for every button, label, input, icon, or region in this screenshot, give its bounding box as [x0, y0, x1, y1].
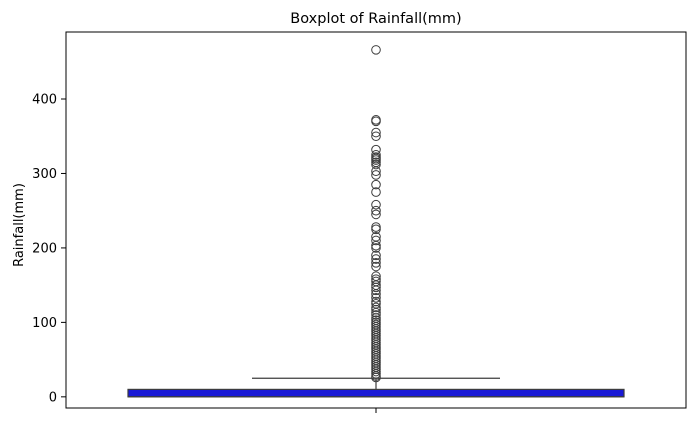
y-tick-label: 100: [32, 316, 57, 331]
outlier-point: [371, 368, 381, 379]
outlier-point: [371, 179, 381, 190]
outlier-point: [371, 243, 381, 253]
outlier-point: [371, 45, 381, 55]
outlier-point: [371, 127, 381, 138]
outlier-point: [371, 250, 381, 261]
outlier-point: [371, 159, 381, 170]
outlier-point: [371, 224, 381, 235]
outlier-point: [371, 209, 381, 220]
outlier-point: [371, 289, 381, 299]
outlier-point: [371, 310, 381, 320]
outlier-point: [371, 199, 381, 210]
y-axis-label: Rainfall(mm): [12, 183, 27, 267]
outlier-point: [371, 285, 381, 296]
outlier-point: [371, 150, 381, 160]
outlier-point: [371, 166, 381, 177]
y-tick-label: 200: [32, 241, 57, 256]
outlier-point: [371, 187, 381, 197]
outlier-point: [371, 131, 381, 142]
outlier-point: [371, 282, 381, 293]
outlier-point: [371, 302, 381, 313]
outlier-point: [371, 254, 381, 264]
box-body: [127, 388, 625, 398]
y-tick-label: 300: [32, 167, 57, 182]
outlier-point: [371, 372, 381, 383]
box-plot: [127, 377, 625, 398]
outlier-point: [371, 205, 381, 216]
outlier-point: [371, 170, 381, 180]
outlier-point: [371, 258, 381, 268]
outlier-point: [371, 235, 381, 246]
outlier-point: [371, 116, 381, 127]
y-tick-label: 0: [49, 390, 57, 405]
outlier-point: [371, 366, 381, 377]
y-axis: 0 100 200 300 400: [32, 93, 66, 405]
y-tick-label: 400: [32, 93, 57, 108]
outlier-point: [371, 293, 381, 303]
outlier-point: [371, 307, 381, 318]
outlier-point: [371, 222, 381, 232]
outlier-point: [371, 155, 381, 165]
outliers: [371, 45, 381, 383]
outlier-point: [371, 261, 381, 272]
chart-title: Boxplot of Rainfall(mm): [290, 11, 461, 27]
outlier-point: [371, 240, 381, 251]
